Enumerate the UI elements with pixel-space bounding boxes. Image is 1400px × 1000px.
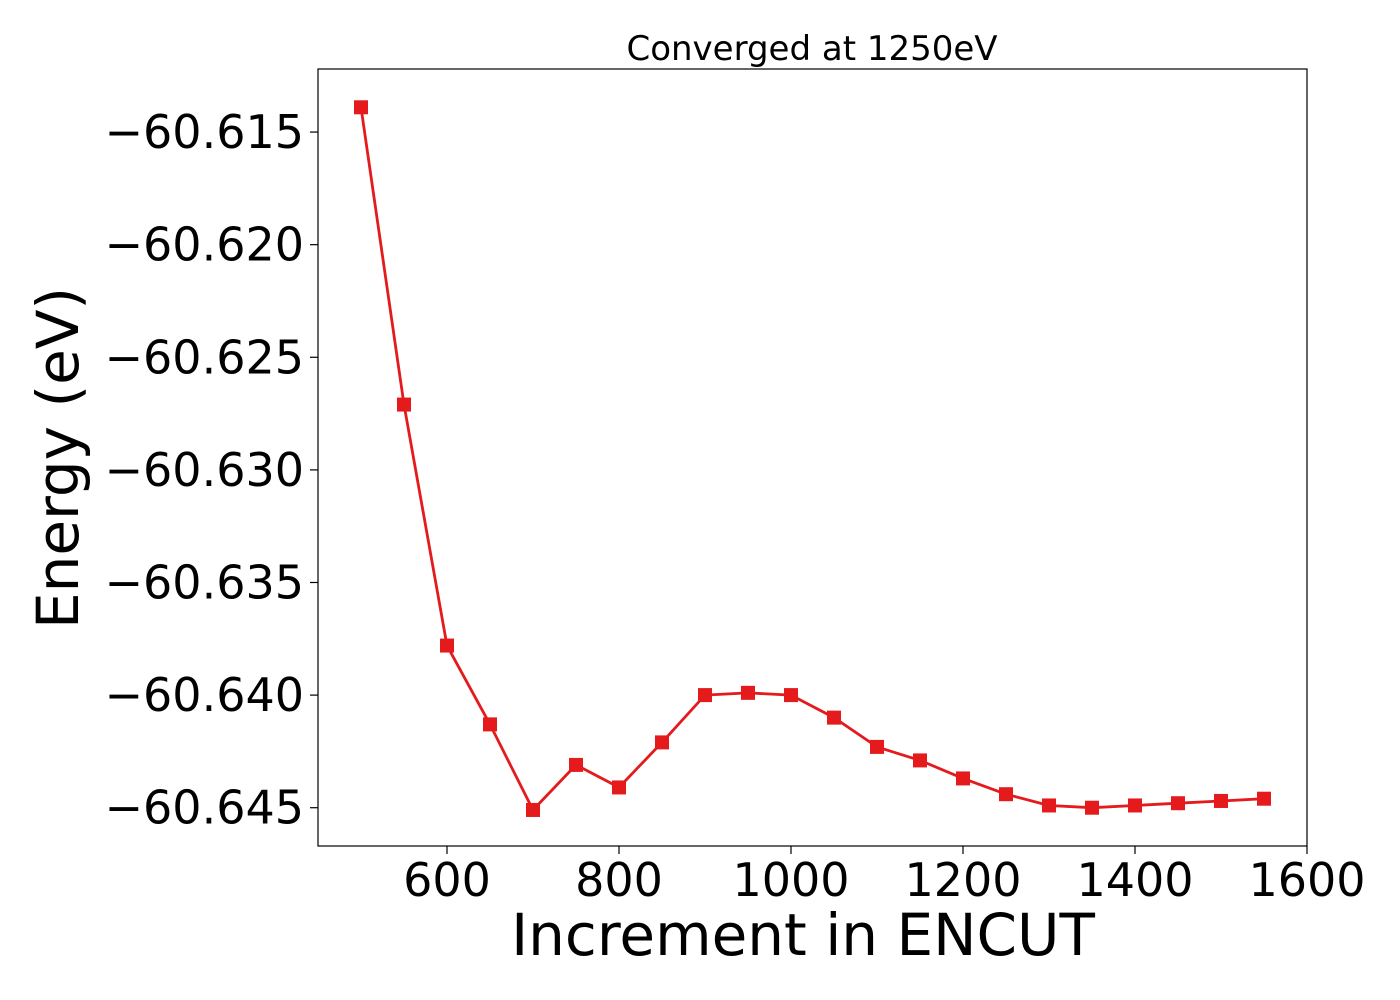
data-point-marker [999, 787, 1013, 802]
y-tick-label: −60.630 [105, 443, 305, 497]
y-tick-label: −60.645 [105, 781, 305, 835]
chart-title: Converged at 1250eV [626, 29, 997, 69]
data-point-marker [1171, 796, 1185, 811]
data-point-marker [741, 685, 755, 700]
data-point-marker [1042, 798, 1056, 813]
x-tick-label: 1600 [1248, 853, 1365, 907]
plot-frame [317, 68, 1308, 847]
data-point-marker [569, 757, 583, 772]
y-axis-label: Energy (eV) [24, 287, 92, 629]
y-tick-label: −60.640 [105, 668, 305, 722]
y-tick-label: −60.635 [105, 555, 305, 609]
data-point-marker [698, 688, 712, 703]
data-point-marker [784, 688, 798, 703]
data-point-marker [655, 735, 669, 750]
data-point-marker [397, 397, 411, 412]
x-tick-label: 1400 [1076, 853, 1193, 907]
data-point-marker [1128, 798, 1142, 813]
x-tick-label: 1000 [732, 853, 849, 907]
data-point-marker [483, 717, 497, 732]
x-axis-label: Increment in ENCUT [511, 901, 1095, 969]
data-point-marker [827, 710, 841, 725]
y-tick-label: −60.625 [105, 330, 305, 384]
data-point-marker [1257, 791, 1271, 806]
x-tick-label: 800 [575, 853, 663, 907]
data-point-marker [913, 753, 927, 768]
data-point-marker [440, 638, 454, 653]
series-line [359, 107, 1265, 813]
data-point-marker [1214, 793, 1228, 808]
x-tick-label: 1200 [904, 853, 1021, 907]
x-tick-label: 600 [403, 853, 491, 907]
data-point-marker [1085, 800, 1099, 815]
data-point-marker [870, 739, 884, 754]
data-point-marker [526, 802, 540, 817]
data-point-marker [612, 780, 626, 795]
data-point-marker [354, 100, 368, 115]
y-tick-label: −60.615 [105, 105, 305, 159]
data-point-marker [956, 771, 970, 786]
y-tick-label: −60.620 [105, 218, 305, 272]
